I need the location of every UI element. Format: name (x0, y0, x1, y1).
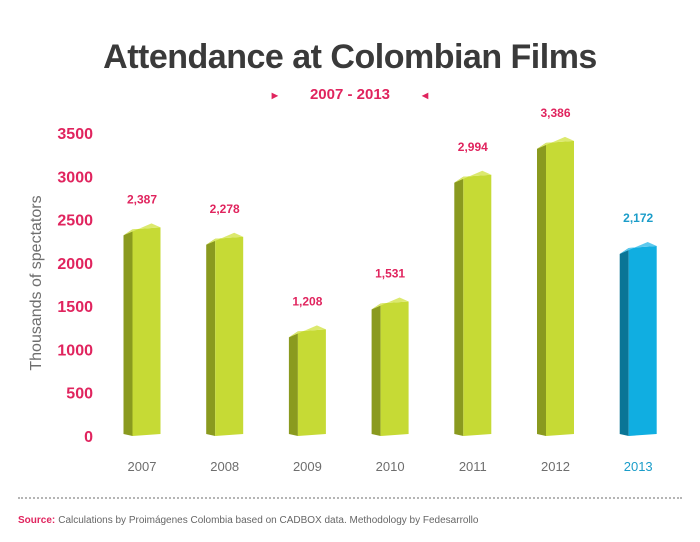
bar (215, 236, 244, 436)
bar (297, 329, 326, 436)
bar-top (619, 241, 657, 254)
x-tick-label: 2008 (210, 459, 239, 474)
data-label: 3,386 (540, 106, 570, 120)
chart-subtitle-row: ▶ 2007 - 2013 ◀ (0, 86, 700, 103)
bar (546, 140, 574, 436)
source-text: Calculations by Proimágenes Colombia bas… (58, 515, 479, 526)
bar-top (537, 136, 574, 149)
chart-title: Attendance at Colombian Films (103, 38, 597, 76)
bar-chart: 0 500 1000 1500 2000 2500 3000 3500 2,387 2007 2,2… (57, 106, 657, 474)
bar-side (288, 331, 298, 436)
divider (18, 497, 682, 499)
bar-side (619, 247, 629, 436)
source-label: Source: (18, 515, 56, 526)
y-tick-label: 3500 (57, 126, 93, 143)
bar-top (371, 297, 409, 310)
triangle-left-icon: ◀ (422, 90, 429, 100)
x-tick-label: 2007 (128, 459, 157, 474)
bar-top (123, 223, 161, 236)
source-note: Source: Calculations by Proimágenes Colom… (18, 515, 478, 526)
chart-subtitle: 2007 - 2013 (309, 86, 391, 103)
x-tick-label: 2011 (459, 459, 487, 474)
data-label: 1,531 (375, 266, 405, 280)
data-label: 2,278 (210, 202, 240, 216)
bar-side (206, 238, 216, 436)
bar (463, 174, 492, 436)
x-tick-label: 2012 (541, 459, 570, 474)
bar-side (537, 142, 546, 436)
data-label: 2,172 (623, 211, 653, 225)
bar (380, 301, 409, 436)
bar-top (288, 325, 326, 338)
triangle-right-icon: ▶ (271, 90, 278, 100)
x-tick-label: 2010 (376, 459, 405, 474)
data-label: 2,387 (127, 192, 157, 206)
y-tick-label: 1500 (57, 299, 93, 316)
bar-top (206, 232, 244, 245)
data-label: 2,994 (458, 140, 488, 154)
y-tick-label: 0 (84, 429, 93, 446)
bar-side (123, 229, 133, 436)
data-label: 1,208 (292, 294, 322, 308)
x-tick-label: 2009 (293, 459, 322, 474)
y-tick-label: 500 (66, 386, 93, 403)
y-tick-label: 2500 (57, 213, 93, 230)
bar-top (454, 170, 492, 183)
bar (628, 245, 657, 436)
y-tick-label: 1000 (57, 342, 93, 359)
y-tick-label: 3000 (57, 169, 93, 186)
bar-side (454, 176, 464, 436)
bar (132, 227, 161, 436)
y-tick-label: 2000 (57, 256, 93, 273)
x-tick-label: 2013 (624, 459, 653, 474)
bar-side (371, 303, 381, 436)
